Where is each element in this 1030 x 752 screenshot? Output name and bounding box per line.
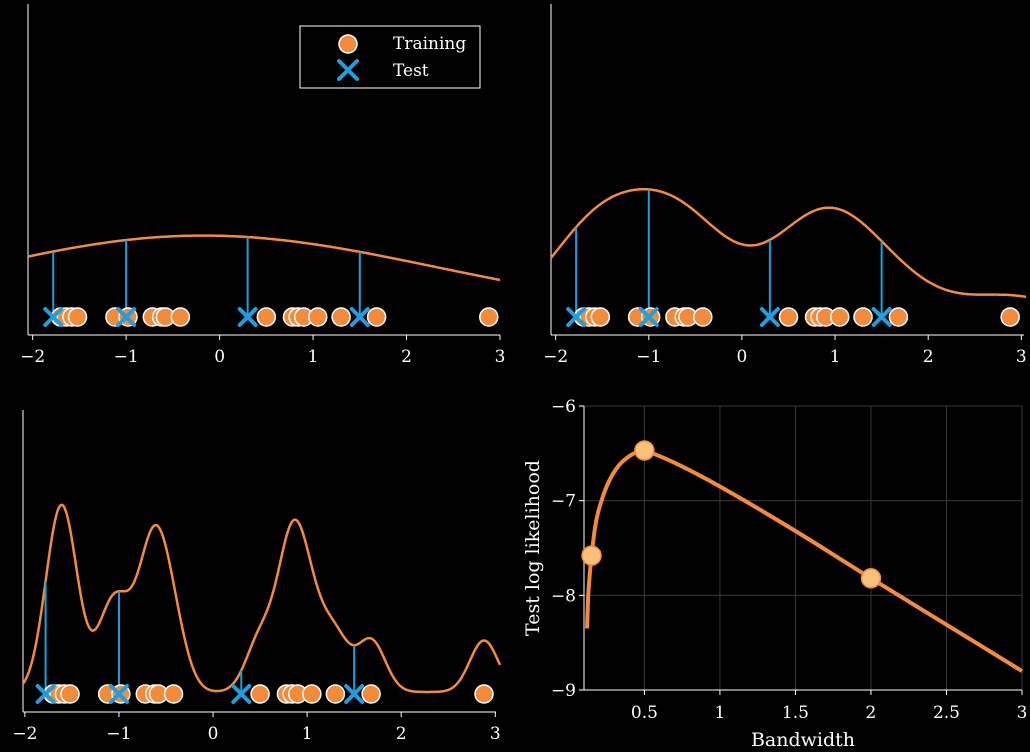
training-point <box>256 307 277 327</box>
training-points <box>573 307 1020 327</box>
test-point <box>108 684 129 704</box>
x-tick-label: −1 <box>106 724 131 744</box>
training-point <box>331 307 351 327</box>
x-tick-label: 0 <box>737 347 748 367</box>
x-tick-label: 3 <box>1017 703 1028 723</box>
test-point <box>566 307 587 327</box>
test-points <box>35 684 365 704</box>
bandwidth-point <box>581 545 602 566</box>
test-point <box>237 307 258 327</box>
kde-panel-top-left: −2 −1 0 1 2 3 Training Test <box>20 4 505 367</box>
training-point <box>307 307 328 327</box>
training-point <box>163 684 184 704</box>
bandwidth-point <box>860 568 882 589</box>
kde-panel-top-right: −2 −1 0 1 2 3 <box>543 4 1027 367</box>
training-point <box>853 307 873 327</box>
kde-panel-bottom-left: −2 −1 0 1 2 3 <box>12 410 502 744</box>
legend-test-label: Test <box>393 61 429 81</box>
blue-x-marker <box>337 59 359 81</box>
x-tick-label: −1 <box>114 347 139 367</box>
x-tick-label: 3 <box>490 724 501 744</box>
x-tick-label: 2 <box>401 347 412 367</box>
training-point <box>302 684 322 704</box>
test-points <box>43 307 370 327</box>
test-point <box>638 307 659 327</box>
training-point <box>60 684 80 704</box>
x-tick-label: −1 <box>636 347 661 367</box>
test-point <box>43 307 64 327</box>
x-tick-label: 3 <box>1016 347 1027 367</box>
x-tick-label: −2 <box>543 347 568 367</box>
density-curve <box>550 187 1027 299</box>
x-tick-label: 2 <box>923 347 934 367</box>
test-stems <box>52 237 361 317</box>
training-point <box>888 307 909 327</box>
test-point <box>871 307 892 327</box>
training-point <box>778 307 799 327</box>
x-tick-label: −2 <box>12 724 37 744</box>
axis-ticks: 0.5 1 1.5 2 2.5 3 −6 −7 −8 −9 <box>551 397 1027 723</box>
test-point <box>349 307 370 327</box>
test-point <box>759 307 780 327</box>
x-tick-label: 1 <box>308 347 319 367</box>
x-axis-label: Bandwidth <box>751 729 855 751</box>
test-stems <box>575 189 883 317</box>
y-tick-label: −6 <box>551 397 576 417</box>
training-point <box>479 307 499 327</box>
x-tick-label: 1.5 <box>782 703 809 723</box>
x-ticks: −2 −1 0 1 2 3 <box>543 335 1027 367</box>
x-ticks: −2 −1 0 1 2 3 <box>12 712 501 744</box>
x-tick-label: 0 <box>208 724 219 744</box>
training-point <box>590 307 611 327</box>
training-point <box>829 307 850 327</box>
x-tick-label: 1 <box>302 724 313 744</box>
x-tick-label: 1 <box>715 703 726 723</box>
legend-box <box>299 25 481 89</box>
training-point <box>474 684 494 704</box>
x-ticks: −2 −1 0 1 2 3 <box>20 335 505 367</box>
training-point <box>325 684 346 704</box>
training-point <box>361 684 381 704</box>
likelihood-panel: 0.5 1 1.5 2 2.5 3 −6 −7 −8 −9 Bandwidth Test log … <box>522 397 1027 751</box>
test-point <box>231 684 252 704</box>
x-tick-label: 0.5 <box>631 703 658 723</box>
x-tick-label: 2.5 <box>933 703 960 723</box>
y-tick-label: −8 <box>551 586 576 606</box>
density-curve <box>27 234 501 282</box>
legend-training-marker <box>338 34 358 54</box>
legend: Training Test <box>299 25 481 89</box>
training-point <box>250 684 270 704</box>
y-tick-label: −7 <box>551 492 576 512</box>
orange-circle-marker <box>338 34 358 54</box>
y-axis-label: Test log likelihood <box>522 460 544 636</box>
training-point <box>67 307 88 327</box>
x-tick-label: −2 <box>20 347 45 367</box>
x-tick-label: 0 <box>214 347 225 367</box>
density-curve <box>21 503 502 694</box>
y-tick-label: −9 <box>551 681 576 701</box>
x-tick-label: 2 <box>866 703 877 723</box>
bandwidth-point <box>634 440 655 461</box>
training-point <box>1000 307 1020 327</box>
test-point <box>116 307 137 327</box>
test-points <box>566 307 892 327</box>
highlight-points <box>581 440 882 589</box>
x-tick-label: 1 <box>830 347 841 367</box>
test-stems <box>44 581 356 694</box>
x-tick-label: 2 <box>396 724 407 744</box>
test-point <box>344 684 365 704</box>
training-point <box>366 307 387 327</box>
test-point <box>35 684 56 704</box>
legend-training-label: Training <box>393 34 466 54</box>
training-point <box>170 307 191 327</box>
legend-test-marker <box>337 59 359 81</box>
x-tick-label: 3 <box>495 347 506 367</box>
training-point <box>693 307 713 327</box>
